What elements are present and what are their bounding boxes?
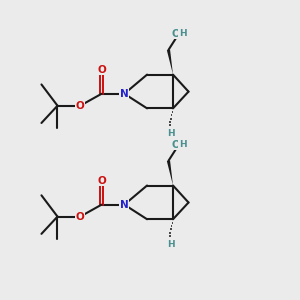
Text: H: H [179,29,187,38]
Text: O: O [76,212,85,222]
Text: H: H [167,240,175,249]
Text: N: N [120,89,129,99]
Text: N: N [120,200,129,210]
Text: O: O [76,101,85,111]
Text: H: H [179,140,187,149]
Text: O: O [171,140,180,150]
Text: O: O [97,176,106,186]
Polygon shape [167,160,173,185]
Text: O: O [97,65,106,75]
Polygon shape [167,50,173,75]
Text: O: O [171,29,180,39]
Text: H: H [167,129,175,138]
